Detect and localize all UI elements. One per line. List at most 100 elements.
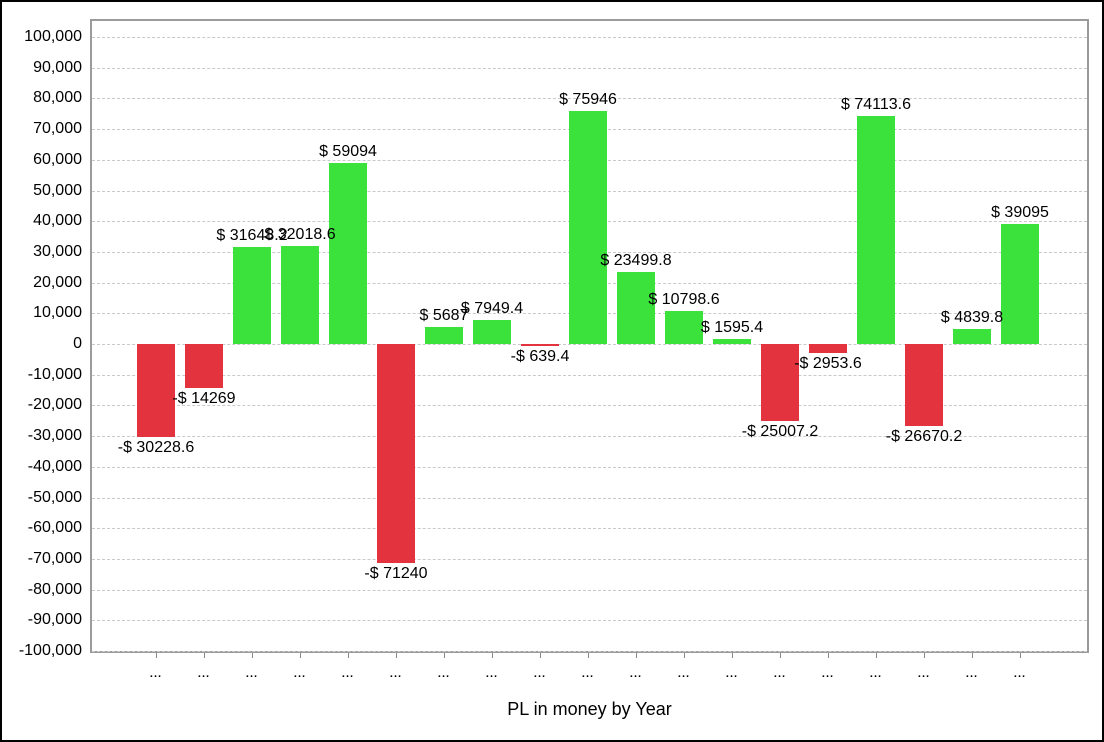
bar [617, 271, 655, 344]
bar-value-label: -$ 639.4 [510, 347, 570, 365]
x-tick-label: ... [293, 668, 307, 680]
x-axis-tick [876, 653, 877, 658]
bar-value-label: $ 74113.6 [841, 96, 911, 114]
bar [569, 110, 607, 344]
y-tick-label: -50,000 [27, 488, 82, 506]
y-tick-label: -30,000 [27, 427, 82, 445]
bar-value-label: $ 59094 [319, 142, 377, 160]
bar-value-label: $ 32018.6 [264, 225, 336, 243]
gridline [92, 497, 1087, 499]
bar [953, 329, 991, 344]
bar-value-label: $ 23499.8 [600, 251, 672, 269]
x-tick-label: ... [629, 668, 643, 680]
bar [665, 310, 703, 344]
x-tick-label: ... [725, 668, 739, 680]
bar-value-label: $ 39095 [991, 203, 1049, 221]
y-tick-label: 80,000 [33, 89, 82, 107]
bar-value-label: -$ 25007.2 [741, 422, 819, 440]
bar [521, 344, 559, 346]
x-tick-label: ... [677, 668, 691, 680]
bar [233, 246, 271, 344]
bar [857, 116, 895, 344]
plot-area: -$ 30228.6 -$ 14269 $ 31648.2 $ 32018.6 $ 59… [90, 19, 1089, 653]
bar [1001, 223, 1039, 344]
bar [329, 162, 367, 344]
y-tick-label: 10,000 [33, 304, 82, 322]
y-tick-label: -10,000 [27, 365, 82, 383]
bar-value-label: $ 5687 [419, 306, 469, 324]
x-axis-tick [924, 653, 925, 658]
gridline [92, 37, 1087, 38]
x-tick-label: ... [581, 668, 595, 680]
y-tick-label: -80,000 [27, 580, 82, 598]
x-axis-tick [204, 653, 205, 658]
bar-value-label: -$ 26670.2 [885, 427, 963, 445]
x-axis-tick [972, 653, 973, 658]
bar [281, 245, 319, 344]
bar [137, 344, 175, 437]
gridline [92, 98, 1087, 100]
x-axis-tick [444, 653, 445, 658]
x-axis-tick [780, 653, 781, 658]
gridline [92, 374, 1087, 376]
x-axis-tick [300, 653, 301, 658]
bar [713, 339, 751, 344]
x-axis-tick [636, 653, 637, 658]
y-tick-label: -90,000 [27, 611, 82, 629]
y-tick-label: -20,000 [27, 396, 82, 414]
bar-value-label: -$ 71240 [364, 564, 428, 582]
bar-value-label: -$ 14269 [172, 389, 236, 407]
y-tick-label: 20,000 [33, 273, 82, 291]
x-tick-label: ... [341, 668, 355, 680]
x-axis-tick [828, 653, 829, 658]
y-tick-label: -60,000 [27, 519, 82, 537]
x-tick-label: ... [437, 668, 451, 680]
y-tick-label: 90,000 [33, 58, 82, 76]
bar-value-label: $ 7949.4 [460, 299, 524, 317]
y-tick-label: 0 [73, 335, 82, 352]
x-axis-tick [684, 653, 685, 658]
bar [761, 344, 799, 421]
bar [905, 344, 943, 426]
bar-value-label: $ 75946 [559, 90, 617, 108]
x-axis-tick [732, 653, 733, 658]
gridline [92, 405, 1087, 407]
y-tick-label: -40,000 [27, 457, 82, 475]
x-axis-tick [156, 653, 157, 658]
x-tick-label: ... [197, 668, 211, 680]
bar-value-label: $ 31648.2 [216, 226, 288, 244]
x-tick-label: ... [1013, 668, 1027, 680]
x-tick-label: ... [245, 668, 259, 680]
x-tick-label: ... [965, 668, 979, 680]
x-axis-tick [396, 653, 397, 658]
gridline [92, 436, 1087, 438]
x-axis-tick [540, 653, 541, 658]
x-tick-label: ... [533, 668, 547, 680]
gridline [92, 466, 1087, 468]
y-tick-label: 40,000 [33, 212, 82, 230]
bar [473, 319, 511, 344]
x-tick-label: ... [149, 668, 163, 680]
y-tick-label: 70,000 [33, 120, 82, 138]
bar [185, 344, 223, 388]
gridline [92, 620, 1087, 622]
gridline [92, 558, 1087, 560]
gridline [92, 528, 1087, 530]
y-tick-label: 50,000 [33, 181, 82, 199]
y-tick-label: 100,000 [24, 28, 82, 45]
x-tick-label: ... [821, 668, 835, 680]
y-tick-label: 30,000 [33, 242, 82, 260]
x-tick-label: ... [389, 668, 403, 680]
x-axis-title: PL in money by Year [507, 699, 672, 719]
x-tick-label: ... [773, 668, 787, 680]
bar-value-label: $ 10798.6 [648, 290, 720, 308]
x-tick-label: ... [869, 668, 883, 680]
x-axis-tick [1020, 653, 1021, 658]
gridline [92, 344, 1087, 345]
x-tick-label: ... [917, 668, 931, 680]
x-axis-tick [492, 653, 493, 658]
x-axis-tick [348, 653, 349, 658]
y-tick-label: -100,000 [18, 642, 82, 659]
bar-value-label: -$ 2953.6 [794, 355, 862, 373]
